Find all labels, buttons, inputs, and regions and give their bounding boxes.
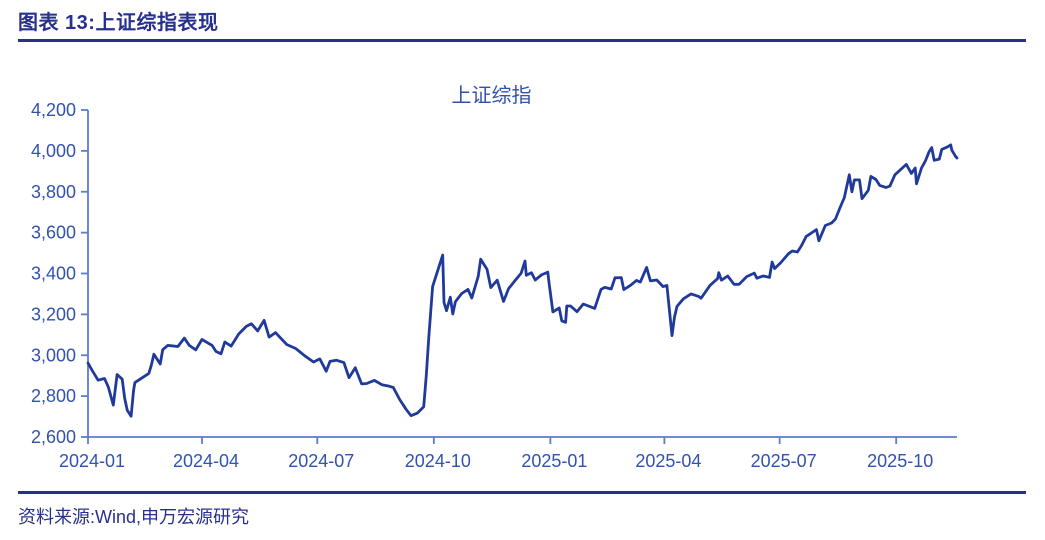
y-tick-label: 2,800 (31, 386, 76, 406)
y-tick-label: 3,600 (31, 223, 76, 243)
x-tick-label: 2024-10 (405, 451, 471, 471)
x-tick-label: 2025-04 (635, 451, 701, 471)
y-tick-label: 4,200 (31, 100, 76, 120)
figure-caption: 图表 13:上证综指表现 (18, 12, 219, 34)
x-tick-label: 2024-07 (288, 451, 354, 471)
x-tick-label: 2024-01 (59, 451, 125, 471)
x-tick-label: 2025-07 (751, 451, 817, 471)
x-tick-label: 2025-01 (521, 451, 587, 471)
bottom-divider (18, 491, 1026, 494)
y-tick-label: 2,600 (31, 427, 76, 447)
y-tick-label: 3,400 (31, 264, 76, 284)
y-tick-label: 3,200 (31, 304, 76, 324)
index-series-line (86, 143, 959, 418)
chart-title: 上证综指 (451, 85, 532, 107)
y-tick-label: 3,800 (31, 182, 76, 202)
source-note: 资料来源:Wind,申万宏源研究 (18, 507, 250, 527)
x-tick-label: 2024-04 (173, 451, 239, 471)
top-divider (18, 39, 1026, 42)
y-tick-label: 4,000 (31, 141, 76, 161)
y-tick-label: 3,000 (31, 345, 76, 365)
x-tick-label: 2025-10 (867, 451, 933, 471)
